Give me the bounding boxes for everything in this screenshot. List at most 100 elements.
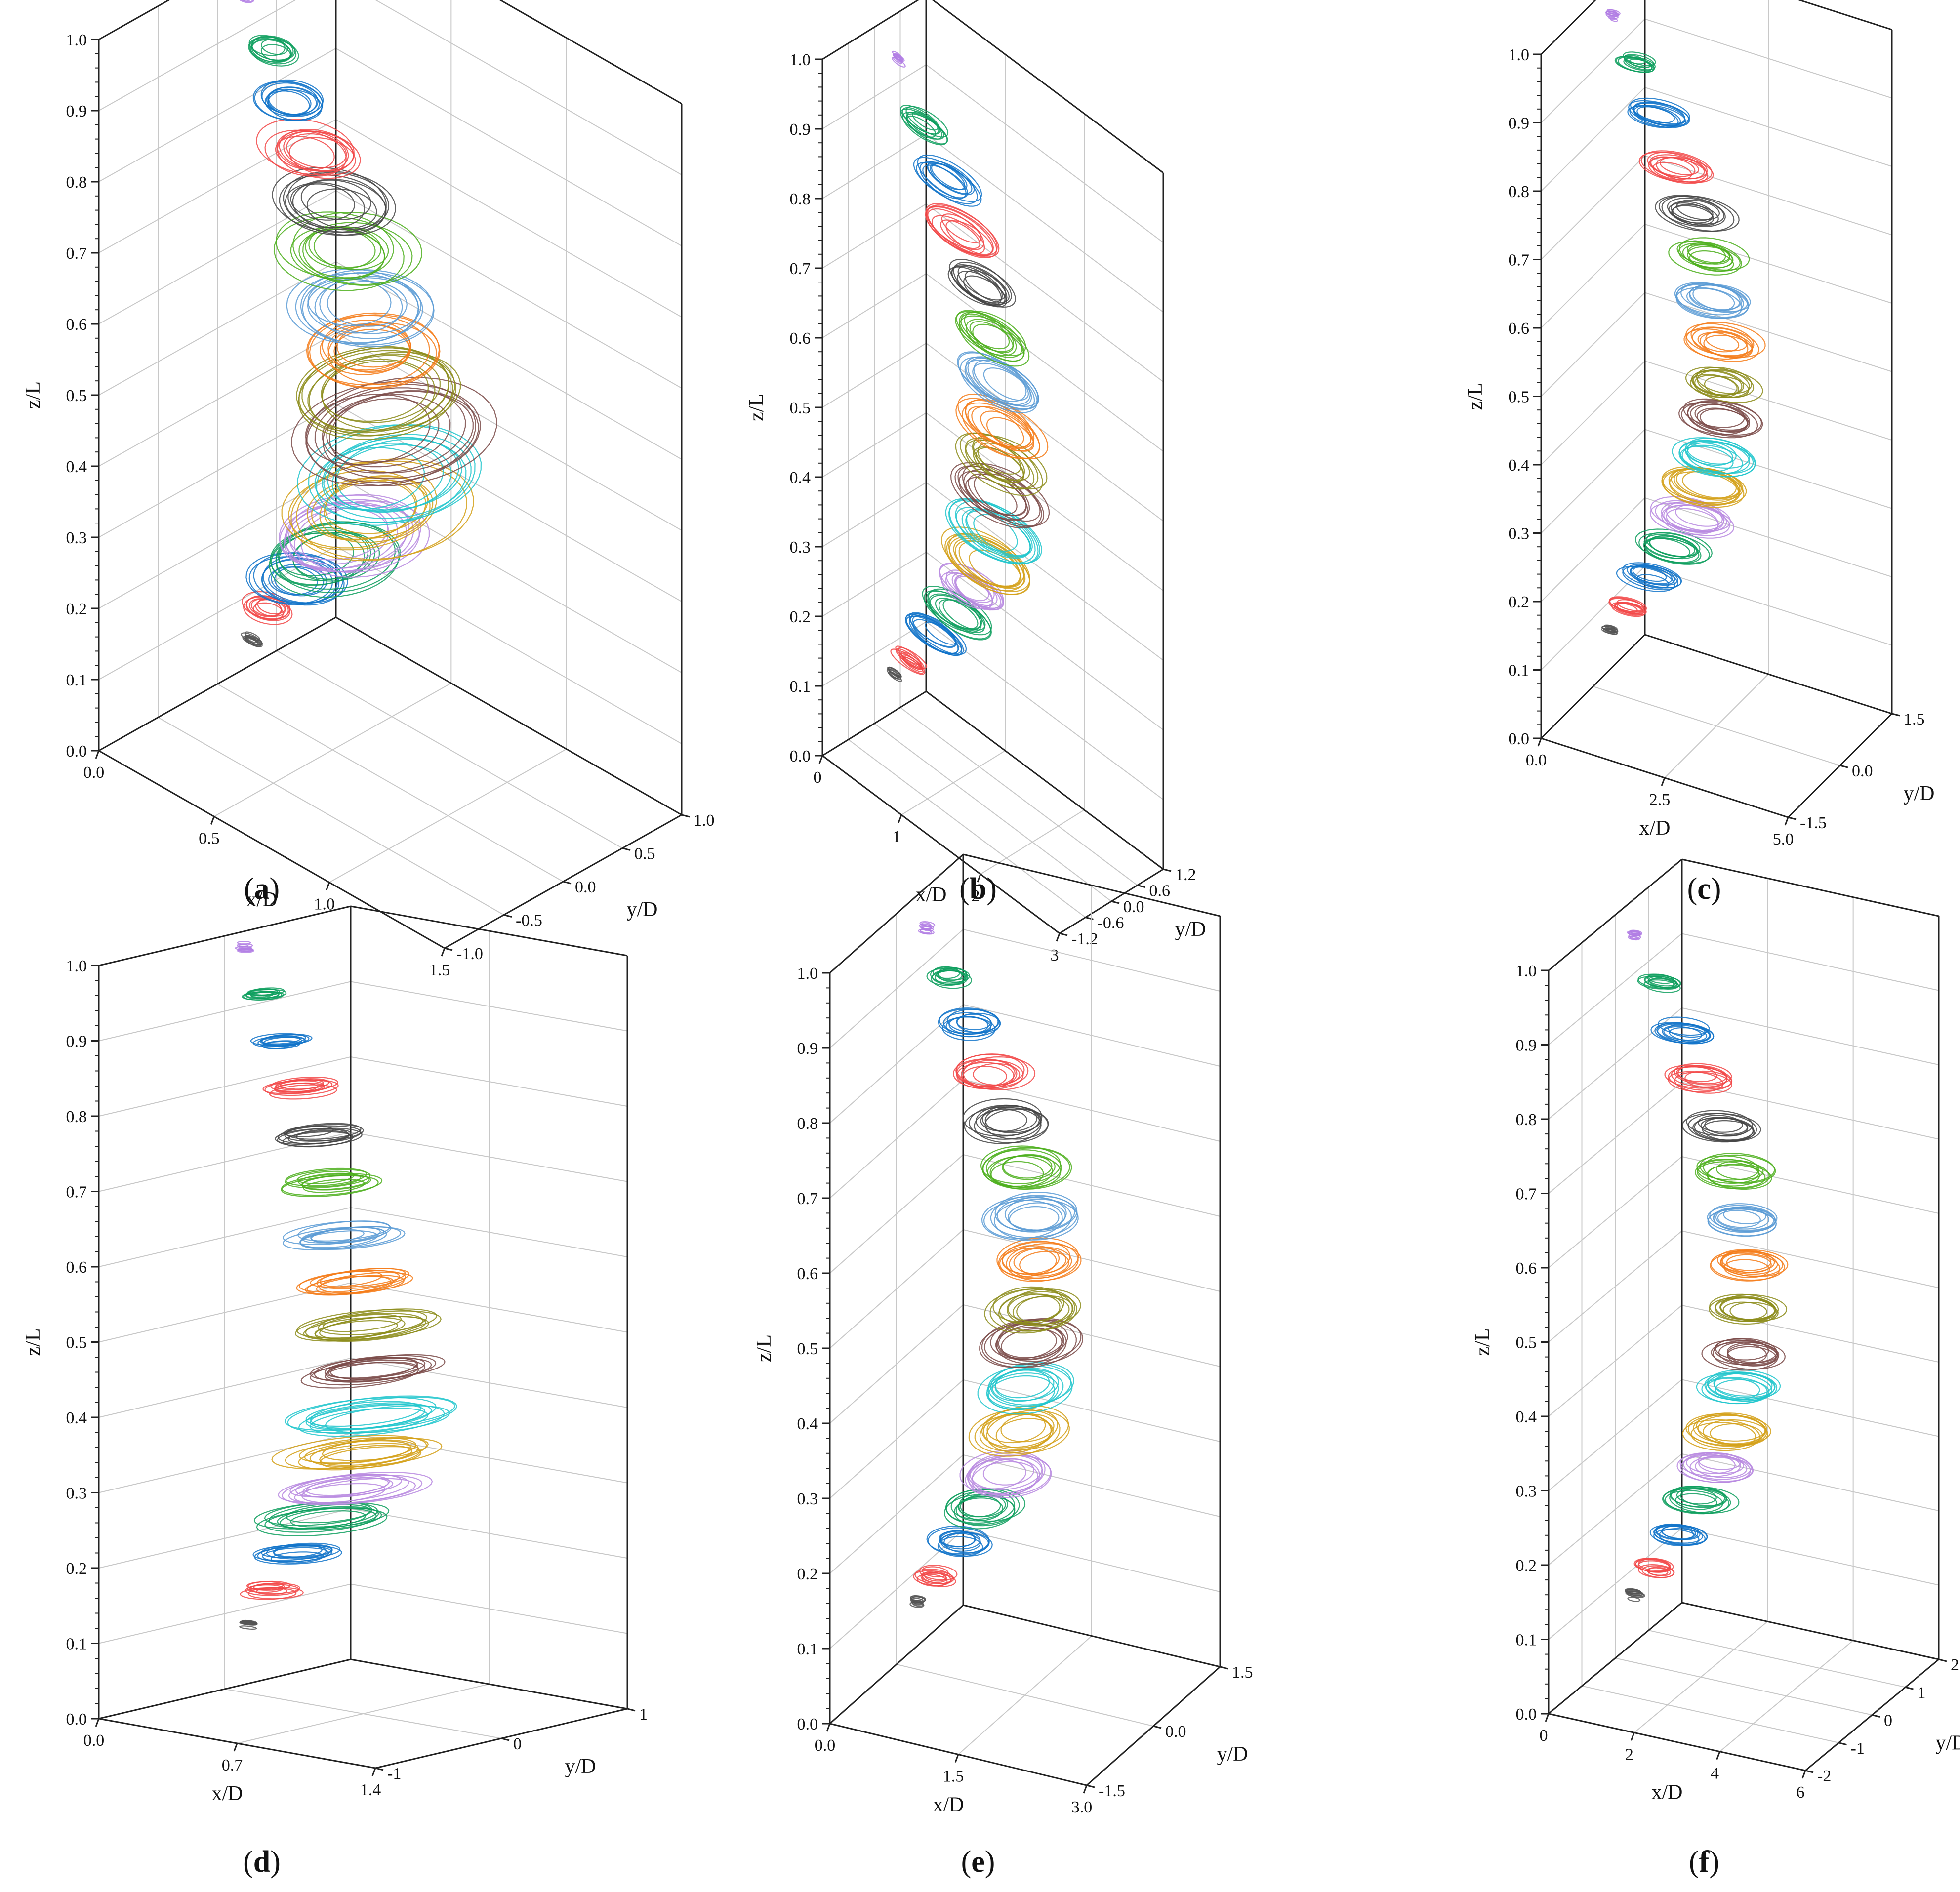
y-tick-label: -1.2: [1071, 930, 1098, 948]
orbit-loop: [1723, 1259, 1770, 1278]
orbit-loop: [930, 162, 973, 195]
orbit-loop: [298, 1443, 421, 1471]
orbit-loop: [1630, 565, 1673, 585]
z-gridline: [98, 1583, 628, 1644]
z-tick-label: 0.9: [797, 1040, 818, 1058]
z-gridline: [822, 690, 1164, 870]
y-tick-mark: [1111, 900, 1120, 904]
orbit-loop: [1688, 244, 1730, 265]
z-gridline: [822, 551, 1164, 730]
orbit-loop: [984, 1323, 1064, 1365]
orbit-loop: [298, 350, 456, 440]
orbit-loop: [1693, 1414, 1767, 1445]
orbit-loop: [962, 1098, 1043, 1137]
trajectory-level: [886, 666, 902, 682]
orbit-loop: [256, 1507, 388, 1537]
orbit-loop: [261, 1544, 323, 1559]
z-axis-label: z/L: [1464, 383, 1487, 410]
orbit-loop: [1719, 1297, 1776, 1320]
z-tick-label: 0.3: [1509, 525, 1530, 543]
orbit-loop: [284, 1124, 364, 1142]
orbit-loop: [945, 1016, 991, 1038]
y-tick-label: 0: [513, 1735, 522, 1753]
orbit-loop: [984, 1288, 1073, 1334]
x-tick-mark: [1630, 1732, 1635, 1741]
floor-edge: [926, 690, 1164, 870]
floor-edge: [963, 1604, 1221, 1668]
trajectory-level: [925, 203, 1000, 259]
x-tick-mark: [1801, 1770, 1806, 1779]
trajectory-level: [1664, 1063, 1733, 1094]
orbit-loop: [253, 1501, 378, 1530]
caption-paren-open: (: [961, 1845, 972, 1879]
orbit-loop: [1703, 334, 1753, 359]
orbit-loop: [294, 500, 430, 578]
z-tick-label: 0.8: [797, 1115, 818, 1133]
orbit-loop: [899, 652, 922, 670]
orbit-loop: [310, 1357, 417, 1381]
orbit-loop: [996, 1318, 1082, 1362]
orbit-loop: [299, 1230, 378, 1248]
orbit-loop: [1659, 157, 1700, 176]
y-tick-mark: [1086, 1784, 1095, 1788]
orbit-loop: [996, 1237, 1079, 1279]
orbit-loop: [980, 1109, 1028, 1132]
orbit-loop: [999, 1293, 1061, 1325]
z-tick-label: 0.3: [1516, 1483, 1537, 1501]
orbit-loop: [286, 268, 419, 345]
trajectory-level: [1696, 1369, 1781, 1405]
trajectory-level: [1633, 1558, 1675, 1578]
trajectory-level: [1674, 282, 1751, 319]
orbit-loop: [927, 161, 966, 191]
orbit-loop: [1704, 1371, 1778, 1402]
orbit-loop: [264, 129, 347, 177]
orbit-loop: [305, 1275, 394, 1296]
orbit-loop: [302, 272, 435, 348]
y-tick-mark: [1938, 1658, 1947, 1662]
orbit-loop: [981, 1196, 1072, 1241]
orbit-loop: [1682, 470, 1741, 499]
z-gridline: [98, 981, 628, 1042]
orbit-loop: [1671, 467, 1737, 499]
y-tick-mark: [627, 1708, 636, 1712]
orbit-loop: [945, 572, 993, 607]
orbit-loop: [1661, 504, 1735, 539]
trajectory-level: [286, 268, 435, 348]
x-tick-mark: [371, 1768, 376, 1776]
orbit-loop: [943, 1532, 989, 1554]
trajectory-level: [239, 1619, 258, 1630]
panel-caption: (d): [243, 1845, 281, 1879]
y-tick-mark: [1153, 1725, 1162, 1729]
orbit-loop: [305, 377, 497, 486]
trajectory-level: [1662, 1486, 1740, 1515]
orbit-loop: [916, 162, 967, 200]
trajectory-level: [281, 1167, 383, 1198]
orbit-loop: [1606, 10, 1620, 17]
orbit-loop: [1636, 574, 1670, 589]
orbit-loop: [290, 1510, 366, 1528]
floor-edge: [1644, 634, 1892, 715]
top-edge: [931, 0, 1164, 174]
trajectory-level: [981, 1192, 1079, 1241]
orbit-loop: [966, 319, 1025, 362]
orbit-loop: [973, 360, 1039, 407]
top-edge: [963, 853, 1221, 917]
orbit-loop: [964, 1106, 1042, 1144]
orbit-loop: [1649, 502, 1719, 535]
z-tick-label: 0.6: [66, 1258, 87, 1277]
y-tick-label: -1.5: [1800, 814, 1827, 832]
orbit-loop: [290, 226, 385, 281]
z-gridline: [1548, 858, 1939, 971]
trajectory-level: [1683, 322, 1766, 362]
orbit-loop: [1677, 1065, 1727, 1085]
orbit-loop: [993, 1199, 1079, 1241]
y-tick-mark: [681, 814, 690, 818]
orbit-loop: [1653, 1525, 1704, 1544]
trajectory-level: [979, 1318, 1083, 1369]
z-tick-label: 0.5: [1509, 388, 1530, 406]
orbit-loop: [959, 311, 1023, 358]
x-tick-label: 2: [1625, 1745, 1633, 1764]
z-tick-label: 0.1: [66, 1635, 87, 1653]
orbit-loop: [321, 355, 441, 423]
orbit-loop: [898, 647, 928, 669]
